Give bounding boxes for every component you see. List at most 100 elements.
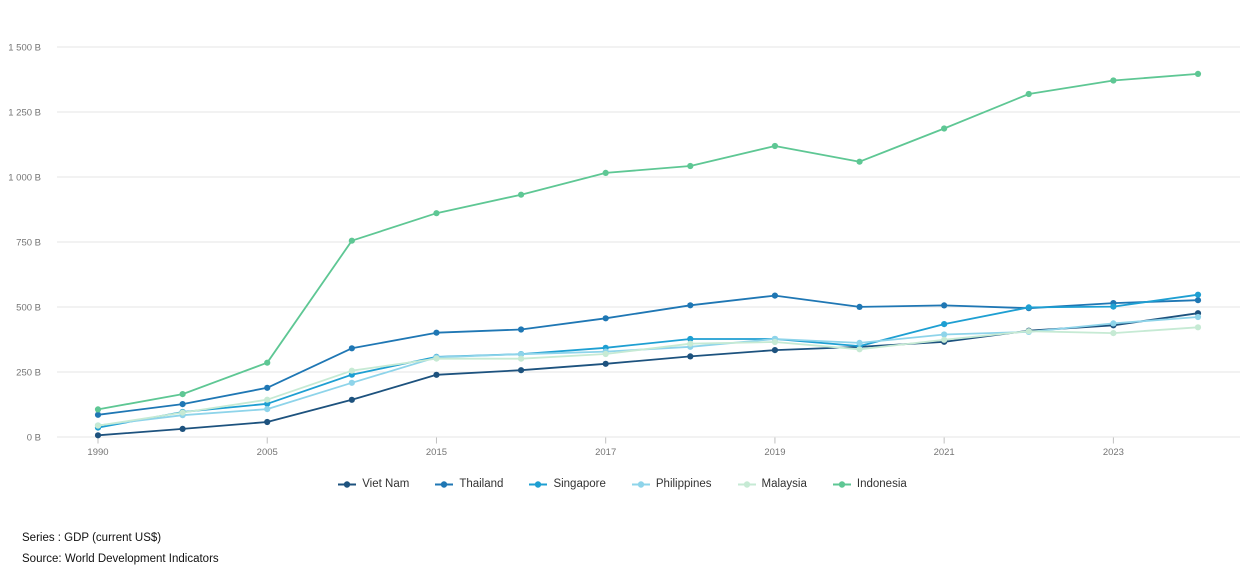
data-point-malaysia-2017[interactable] (602, 350, 609, 358)
source-caption: Source: World Development Indicators (22, 553, 219, 565)
legend-item-philippines[interactable]: Philippines (631, 476, 712, 492)
data-point-malaysia-2015[interactable] (433, 355, 440, 362)
data-point-philippines-2023[interactable] (1110, 320, 1117, 327)
x-axis-tick-label: 2023 (1103, 447, 1124, 458)
data-point-indonesia-2017[interactable] (602, 169, 609, 176)
series-line-singapore[interactable] (97, 293, 1199, 429)
data-point-viet-nam-2000[interactable] (179, 425, 186, 432)
data-point-singapore-2022[interactable] (1025, 304, 1032, 311)
legend-item-malaysia[interactable]: Malaysia (737, 476, 807, 492)
data-point-philippines-2021[interactable] (941, 331, 948, 338)
data-point-thailand-2021[interactable] (941, 302, 948, 309)
data-point-thailand-2020[interactable] (856, 303, 863, 310)
data-point-malaysia-2010[interactable] (348, 367, 355, 374)
data-point-viet-nam-2017[interactable] (602, 360, 609, 367)
legend-label: Thailand (459, 478, 504, 490)
series-line-philippines[interactable] (97, 316, 1199, 427)
x-axis-tick-label: 1990 (87, 447, 108, 458)
line-chart-plot[interactable]: 0 B 250 B 500 B 750 B 1 000 B 1 250 B 1 500 B 1… (0, 0, 1245, 465)
y-axis-tick-label: 1 250 B (8, 108, 41, 119)
legend-label: Singapore (553, 478, 606, 490)
data-point-indonesia-2000[interactable] (179, 391, 186, 398)
line-series-marker-icon (338, 480, 357, 488)
data-point-thailand-2017[interactable] (602, 315, 609, 322)
data-point-malaysia-2022[interactable] (1025, 328, 1032, 335)
data-point-singapore-2018[interactable] (687, 335, 694, 343)
line-series-marker-icon (631, 480, 650, 488)
legend-item-viet-nam[interactable]: Viet Nam (338, 476, 409, 492)
series-caption: Series : GDP (current US$) (22, 532, 162, 544)
line-series-marker-icon (529, 480, 548, 488)
x-axis-tick-label: 2021 (934, 447, 955, 458)
y-axis-tick-label: 1 000 B (8, 173, 41, 184)
data-point-indonesia-2024[interactable] (1194, 70, 1202, 77)
data-point-viet-nam-2010[interactable] (348, 396, 355, 403)
data-point-thailand-1990[interactable] (94, 411, 102, 418)
series-line-malaysia[interactable] (97, 326, 1199, 427)
x-axis-tick-label: 2015 (426, 447, 447, 458)
data-point-thailand-2018[interactable] (687, 302, 694, 309)
legend-label: Viet Nam (362, 478, 410, 490)
data-point-malaysia-2020[interactable] (856, 346, 863, 353)
chart-footer: Series : GDP (current US$) Source: World… (22, 528, 219, 569)
y-axis-tick-label: 750 B (16, 238, 41, 249)
data-point-viet-nam-2016[interactable] (517, 367, 525, 374)
x-axis-tick-label: 2017 (595, 447, 616, 458)
data-point-indonesia-2021[interactable] (941, 125, 948, 132)
chart-legend: Viet Nam Thailand Singapore Philippines Mala… (0, 476, 1245, 492)
data-point-thailand-2010[interactable] (348, 345, 355, 352)
data-point-malaysia-2000[interactable] (179, 409, 186, 416)
data-point-malaysia-2018[interactable] (687, 340, 694, 347)
data-point-thailand-2016[interactable] (517, 326, 525, 333)
data-point-indonesia-1990[interactable] (94, 406, 102, 413)
data-point-malaysia-2023[interactable] (1110, 330, 1117, 337)
data-point-viet-nam-2015[interactable] (433, 371, 440, 378)
data-point-malaysia-2005[interactable] (264, 396, 271, 403)
legend-item-thailand[interactable]: Thailand (435, 476, 503, 492)
data-point-philippines-2024[interactable] (1194, 313, 1202, 321)
data-point-viet-nam-2005[interactable] (264, 418, 271, 426)
data-point-philippines-2020[interactable] (856, 339, 863, 346)
y-axis-tick-label: 500 B (16, 303, 41, 314)
data-point-viet-nam-2018[interactable] (687, 353, 694, 360)
data-point-philippines-2016[interactable] (517, 351, 525, 358)
data-point-thailand-2005[interactable] (264, 384, 271, 391)
data-point-malaysia-2016[interactable] (517, 355, 525, 362)
data-point-thailand-2019[interactable] (771, 292, 779, 299)
data-point-indonesia-2019[interactable] (771, 142, 779, 150)
data-point-malaysia-2021[interactable] (941, 336, 948, 343)
data-point-indonesia-2023[interactable] (1110, 77, 1117, 84)
y-axis-tick-label: 1 500 B (8, 43, 41, 54)
legend-item-singapore[interactable]: Singapore (529, 476, 606, 492)
data-point-thailand-2015[interactable] (433, 329, 440, 336)
data-point-indonesia-2018[interactable] (687, 162, 694, 170)
line-series-marker-icon (832, 480, 851, 488)
data-point-indonesia-2010[interactable] (348, 237, 355, 244)
data-point-viet-nam-1990[interactable] (94, 432, 102, 439)
y-axis-tick-label: 0 B (27, 433, 41, 444)
data-point-singapore-2023[interactable] (1110, 303, 1117, 310)
series-line-indonesia[interactable] (97, 73, 1199, 411)
line-series-marker-icon (435, 480, 454, 488)
series-line-thailand[interactable] (97, 294, 1199, 416)
data-point-philippines-2005[interactable] (264, 406, 271, 413)
legend-label: Indonesia (856, 478, 907, 490)
data-point-indonesia-2005[interactable] (264, 359, 271, 366)
data-point-viet-nam-2019[interactable] (771, 347, 779, 354)
data-point-indonesia-2020[interactable] (856, 158, 863, 165)
legend-label: Philippines (655, 478, 712, 490)
data-point-indonesia-2016[interactable] (517, 191, 525, 198)
data-point-malaysia-1990[interactable] (94, 422, 102, 429)
data-point-indonesia-2015[interactable] (433, 210, 440, 217)
x-axis-tick-label: 2005 (257, 447, 278, 458)
data-point-thailand-2024[interactable] (1194, 297, 1202, 304)
legend-item-indonesia[interactable]: Indonesia (832, 476, 907, 492)
data-point-singapore-2024[interactable] (1194, 291, 1202, 298)
data-point-indonesia-2022[interactable] (1025, 90, 1032, 98)
data-point-singapore-2021[interactable] (941, 321, 948, 328)
data-point-philippines-2010[interactable] (348, 379, 355, 386)
data-point-malaysia-2019[interactable] (771, 338, 779, 346)
data-point-thailand-2000[interactable] (179, 401, 186, 408)
data-point-malaysia-2024[interactable] (1194, 324, 1202, 331)
